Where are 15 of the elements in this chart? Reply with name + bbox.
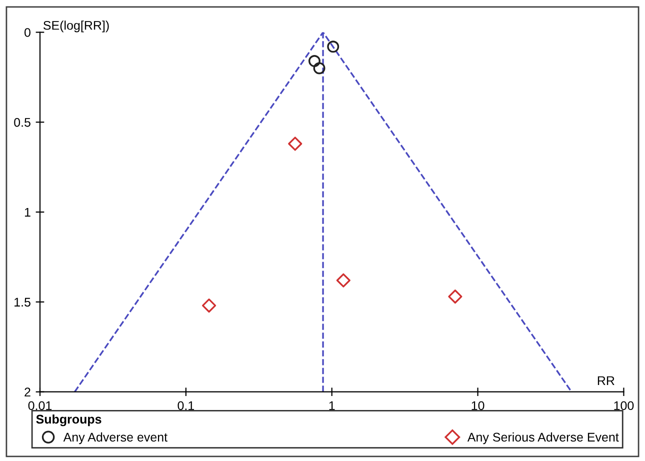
x-tick-label: 0.01: [28, 401, 52, 410]
legend-label: Any Serious Adverse Event: [467, 432, 619, 444]
y-tick-label: 0.5: [14, 118, 30, 127]
x-tick-label: 100: [614, 401, 634, 410]
legend-label: Any Adverse event: [63, 432, 168, 444]
x-tick-label: 0.1: [178, 401, 194, 410]
x-axis-title: RR: [598, 376, 614, 385]
y-axis-title: SE(log[RR]): [43, 20, 109, 32]
legend-title: Subgroups: [36, 414, 102, 426]
x-tick-label: 1: [329, 401, 335, 410]
y-tick-label: 2: [24, 388, 30, 396]
y-tick-label: 0: [24, 28, 30, 37]
y-tick-label: 1: [24, 208, 30, 217]
x-tick-label: 10: [472, 401, 484, 410]
y-tick-label: 1.5: [14, 298, 30, 307]
